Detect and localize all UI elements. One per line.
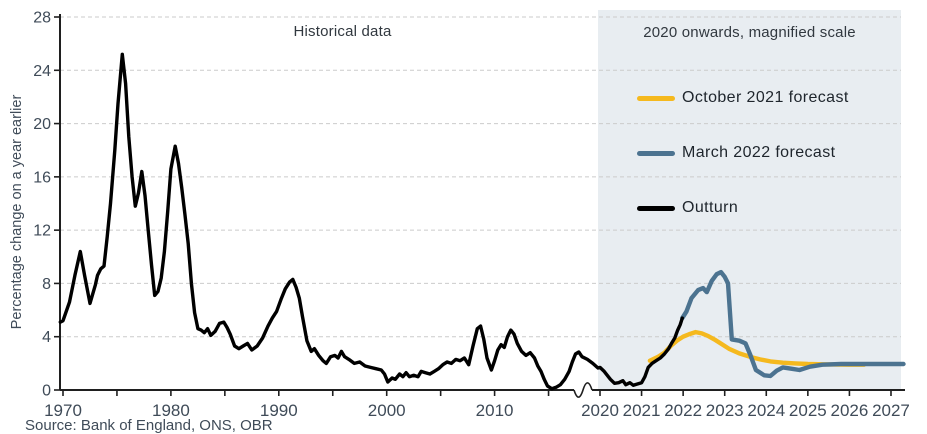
x-axis-break — [573, 382, 593, 398]
legend-item-october-2021: October 2021 forecast — [637, 87, 849, 109]
x-tick-label: 1970 — [44, 401, 82, 420]
historical-section-label: Historical data — [293, 23, 392, 40]
y-tick-label: 16 — [33, 169, 51, 186]
source-note: Source: Bank of England, ONS, OBR — [25, 417, 273, 434]
series-line-outturn — [58, 52, 684, 391]
y-tick-label: 0 — [42, 383, 51, 400]
y-tick-label: 24 — [33, 63, 51, 80]
series-line-october-2021-forecast — [647, 329, 867, 367]
legend-item-march-2022: March 2022 forecast — [637, 142, 849, 164]
y-axis-title: Percentage change on a year earlier — [9, 94, 25, 330]
y-tick-label: 12 — [33, 223, 51, 240]
x-tick-label: 2024 — [747, 401, 785, 420]
y-tick-label: 4 — [42, 329, 51, 346]
y-tick-label: 28 — [33, 10, 51, 27]
legend: October 2021 forecast March 2022 forecas… — [637, 87, 849, 252]
x-tick-label: 2021 — [623, 401, 661, 420]
legend-item-outturn: Outturn — [637, 197, 849, 219]
x-tick-label: 2027 — [872, 401, 910, 420]
x-tick-label: 2000 — [368, 401, 406, 420]
x-tick-label: 2010 — [476, 401, 514, 420]
x-tick-label: 1980 — [152, 401, 190, 420]
x-tick-label: 2026 — [831, 401, 869, 420]
y-tick-label: 20 — [33, 116, 51, 133]
x-tick-label: 2022 — [664, 401, 702, 420]
x-tick-label: 1990 — [260, 401, 298, 420]
legend-label-march-2022: March 2022 forecast — [682, 144, 836, 161]
x-tick-label: 2020 — [581, 401, 619, 420]
outturn-line-swatch — [637, 205, 675, 211]
march-2022-line-swatch — [637, 150, 675, 156]
series-line-march-2022-forecast — [680, 269, 906, 379]
x-tick-label: 2023 — [706, 401, 744, 420]
october-2021-line-swatch — [637, 95, 675, 101]
y-tick-label: 8 — [42, 276, 51, 293]
magnified-section-label: 2020 onwards, magnified scale — [643, 24, 856, 41]
legend-label-october-2021: October 2021 forecast — [682, 89, 849, 106]
magnified-panel — [598, 10, 901, 390]
legend-label-outturn: Outturn — [682, 199, 739, 216]
x-tick-label: 2025 — [789, 401, 827, 420]
